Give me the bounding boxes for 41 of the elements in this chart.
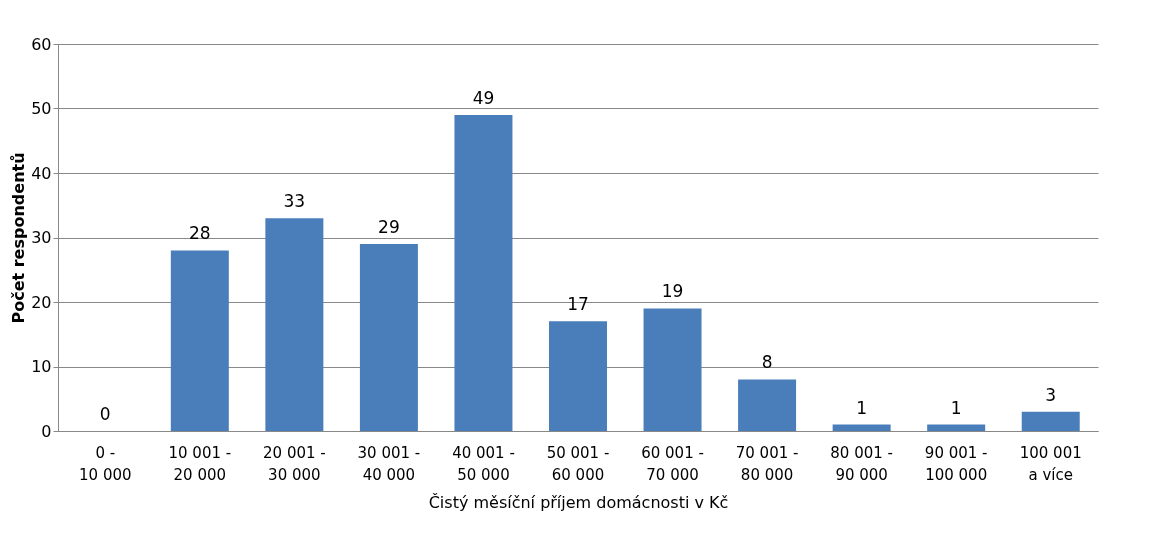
x-tick-label: 50 001 - 60 000 [546, 443, 610, 484]
bar [265, 218, 324, 431]
bar [359, 243, 418, 431]
x-tick-label: 40 001 - 50 000 [452, 443, 515, 484]
data-label: 28 [189, 223, 211, 244]
y-tick-label: 0 [41, 421, 52, 441]
x-tick-label: 80 001 - 90 000 [830, 443, 893, 484]
y-tick-label: 60 [31, 34, 52, 54]
data-label: 0 [99, 404, 111, 424]
y-tick-label: 10 [31, 357, 52, 376]
x-axis-title: Čistý měsíční příjem domácnosti v Kč [428, 492, 729, 512]
x-tick-label: 30 001 - 40 000 [357, 443, 421, 484]
data-label: 29 [378, 216, 400, 237]
bar [927, 424, 986, 431]
y-tick-label: 30 [31, 228, 52, 247]
bar [170, 250, 229, 431]
data-label: 19 [661, 281, 684, 302]
x-tick-label: 90 001 - 100 000 [924, 443, 988, 484]
data-label: 49 [472, 87, 495, 108]
data-label: 3 [1045, 384, 1057, 405]
x-tick-label: 100 001 a více [1019, 443, 1082, 484]
y-tick-label: 50 [31, 99, 52, 118]
y-axis-title: Počet respondentů [9, 152, 29, 324]
bar [832, 424, 891, 431]
x-tick-label: 70 001 - 80 000 [735, 443, 799, 484]
x-tick-label: 20 001 - 30 000 [263, 443, 326, 484]
bar [549, 321, 607, 431]
bar [643, 308, 702, 431]
data-label: 17 [567, 294, 589, 315]
y-tick-label: 40 [31, 163, 52, 183]
x-tick-label: 60 001 - 70 000 [641, 443, 704, 484]
data-label: 8 [761, 352, 773, 373]
y-tick-label: 20 [31, 292, 52, 312]
bar [454, 114, 513, 431]
bar [1021, 411, 1080, 431]
bar [738, 379, 797, 431]
data-label: 1 [856, 397, 868, 418]
data-label: 33 [283, 191, 306, 212]
x-tick-label: 0 - 10 000 [79, 443, 132, 484]
x-tick-label: 10 001 - 20 000 [168, 443, 232, 484]
data-label: 1 [950, 397, 962, 418]
